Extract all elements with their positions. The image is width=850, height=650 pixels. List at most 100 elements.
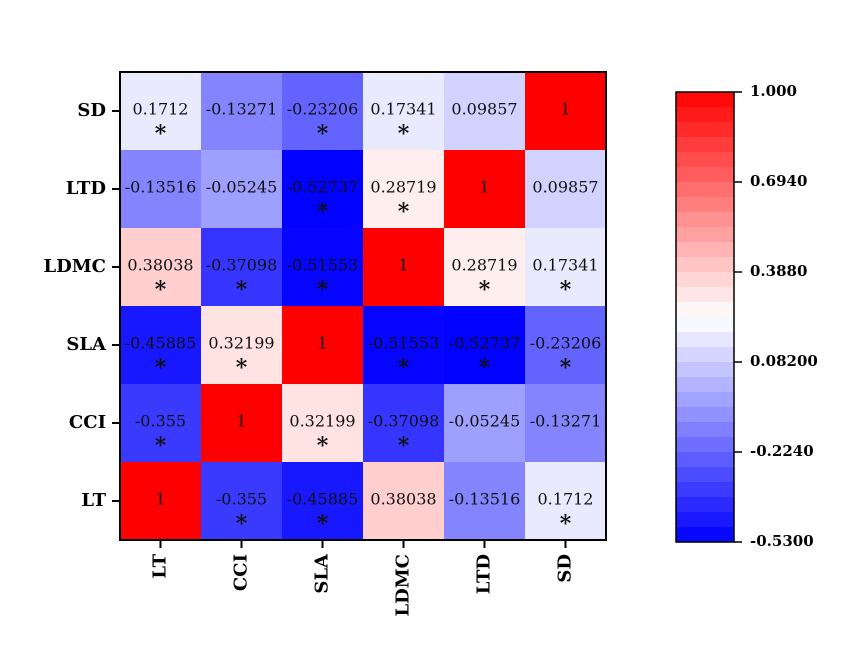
cell-value-label: 0.17341 — [532, 256, 598, 275]
cell-value-label: 1 — [155, 490, 165, 509]
heatmap-cell-LDMC-LDMC — [363, 228, 445, 307]
significance-marker: * — [398, 121, 410, 147]
cell-value-label: 1 — [398, 256, 408, 275]
row-labels: SD LTD LDMC SLA CCI LT — [43, 100, 120, 511]
significance-marker: * — [155, 121, 167, 147]
column-labels: LT CCI SLA LDMC LTD SD — [150, 540, 576, 617]
significance-marker: * — [155, 277, 167, 303]
heatmap-cell-SLA-CCI — [201, 306, 283, 385]
heatmap-cell-LDMC-LT — [120, 228, 202, 307]
significance-marker: * — [560, 355, 572, 381]
cell-value-label: -0.45885 — [287, 490, 359, 509]
heatmap-cell-SD-SD — [525, 72, 607, 151]
heatmap-cell-LTD-SD — [525, 150, 607, 229]
cell-value-label: 0.28719 — [370, 178, 436, 197]
cell-value-label: 0.38038 — [127, 256, 193, 275]
cell-value-label: -0.51553 — [287, 256, 359, 275]
significance-marker: * — [155, 355, 167, 381]
cell-value-label: 1 — [236, 412, 246, 431]
column-label-lt: LT — [150, 553, 171, 578]
heatmap-cell-LTD-CCI — [201, 150, 283, 229]
colorbar-band — [676, 167, 734, 183]
row-label-sla: SLA — [66, 334, 107, 355]
colorbar-band — [676, 497, 734, 513]
colorbar-band — [676, 467, 734, 483]
colorbar-band — [676, 302, 734, 318]
significance-marker: * — [479, 355, 491, 381]
cell-value-label: -0.355 — [216, 490, 267, 509]
cell-value-label: 0.32199 — [289, 412, 355, 431]
row-label-ldmc: LDMC — [43, 256, 106, 277]
colorbar-band — [676, 242, 734, 258]
heatmap-cell-SD-SLA — [282, 72, 364, 151]
colorbar-tick-label: 0.08200 — [750, 352, 818, 370]
cell-value-label: -0.13516 — [449, 490, 521, 509]
heatmap-cell-LTD-LTD — [444, 150, 526, 229]
cell-value-label: 0.28719 — [451, 256, 517, 275]
heatmap-cell-CCI-LT — [120, 384, 202, 463]
cell-value-label: -0.355 — [135, 412, 186, 431]
cell-value-label: 1 — [479, 178, 489, 197]
column-label-ldmc: LDMC — [393, 554, 414, 617]
heatmap-cell-SD-CCI — [201, 72, 283, 151]
cell-value-label: 0.1712 — [538, 490, 594, 509]
heatmap-cell-SLA-LTD — [444, 306, 526, 385]
colorbar-tick-label: 1.000 — [750, 82, 797, 100]
heatmap-cell-CCI-LDMC — [363, 384, 445, 463]
colorbar-band — [676, 257, 734, 273]
heatmap-cell-SLA-LDMC — [363, 306, 445, 385]
row-label-lt: LT — [81, 490, 106, 511]
cell-value-label: -0.37098 — [206, 256, 278, 275]
significance-marker: * — [398, 355, 410, 381]
significance-marker: * — [479, 277, 491, 303]
heatmap-cell-LTD-LT — [120, 150, 202, 229]
heatmap-cell-CCI-CCI — [201, 384, 283, 463]
colorbar-tick-label: 0.3880 — [750, 262, 807, 280]
heatmap-cell-SD-LT — [120, 72, 202, 151]
colorbar-band — [676, 437, 734, 453]
colorbar-band — [676, 407, 734, 423]
cell-value-label: -0.45885 — [125, 334, 197, 353]
colorbar-band — [676, 182, 734, 198]
row-label-sd: SD — [77, 100, 106, 121]
colorbar-band — [676, 107, 734, 123]
cell-value-label: 0.17341 — [370, 100, 436, 119]
cell-value-label: -0.23206 — [530, 334, 602, 353]
heatmap-frame — [119, 71, 607, 541]
heatmap-cell-LT-LDMC — [363, 462, 445, 541]
column-label-sla: SLA — [312, 553, 333, 594]
significance-marker: * — [398, 199, 410, 225]
heatmap-cell-SLA-SLA — [282, 306, 364, 385]
cell-value-label: -0.13271 — [206, 100, 278, 119]
significance-marker: * — [560, 511, 572, 537]
colorbar-band — [676, 452, 734, 468]
colorbar-band — [676, 152, 734, 168]
row-label-cci: CCI — [69, 412, 106, 433]
significance-marker: * — [236, 355, 248, 381]
heatmap-cell-LTD-LDMC — [363, 150, 445, 229]
significance-marker: * — [317, 433, 329, 459]
colorbar-band — [676, 482, 734, 498]
heatmap-cell-LDMC-SD — [525, 228, 607, 307]
heatmap-cell-LT-SLA — [282, 462, 364, 541]
heatmap-cell-CCI-SLA — [282, 384, 364, 463]
significance-marker: * — [317, 511, 329, 537]
heatmap-cell-SD-LDMC — [363, 72, 445, 151]
colorbar-band — [676, 122, 734, 138]
cell-value-label: -0.13516 — [125, 178, 197, 197]
column-label-ltd: LTD — [474, 554, 495, 594]
heatmap-cell-SLA-SD — [525, 306, 607, 385]
cell-value-label: -0.51553 — [368, 334, 440, 353]
colorbar-band — [676, 362, 734, 378]
heatmap-cell-LTD-SLA — [282, 150, 364, 229]
colorbar: 1.000 0.6940 0.3880 0.08200 -0.2240 -0.5300 — [675, 82, 818, 550]
colorbar-band — [676, 332, 734, 348]
cell-value-label: 0.09857 — [451, 100, 517, 119]
heatmap-cell-SD-LTD — [444, 72, 526, 151]
colorbar-band — [676, 512, 734, 528]
significance-marker: * — [398, 433, 410, 459]
cell-value-label: 0.09857 — [532, 178, 598, 197]
colorbar-band — [676, 227, 734, 243]
heatmap-cell-LDMC-LTD — [444, 228, 526, 307]
